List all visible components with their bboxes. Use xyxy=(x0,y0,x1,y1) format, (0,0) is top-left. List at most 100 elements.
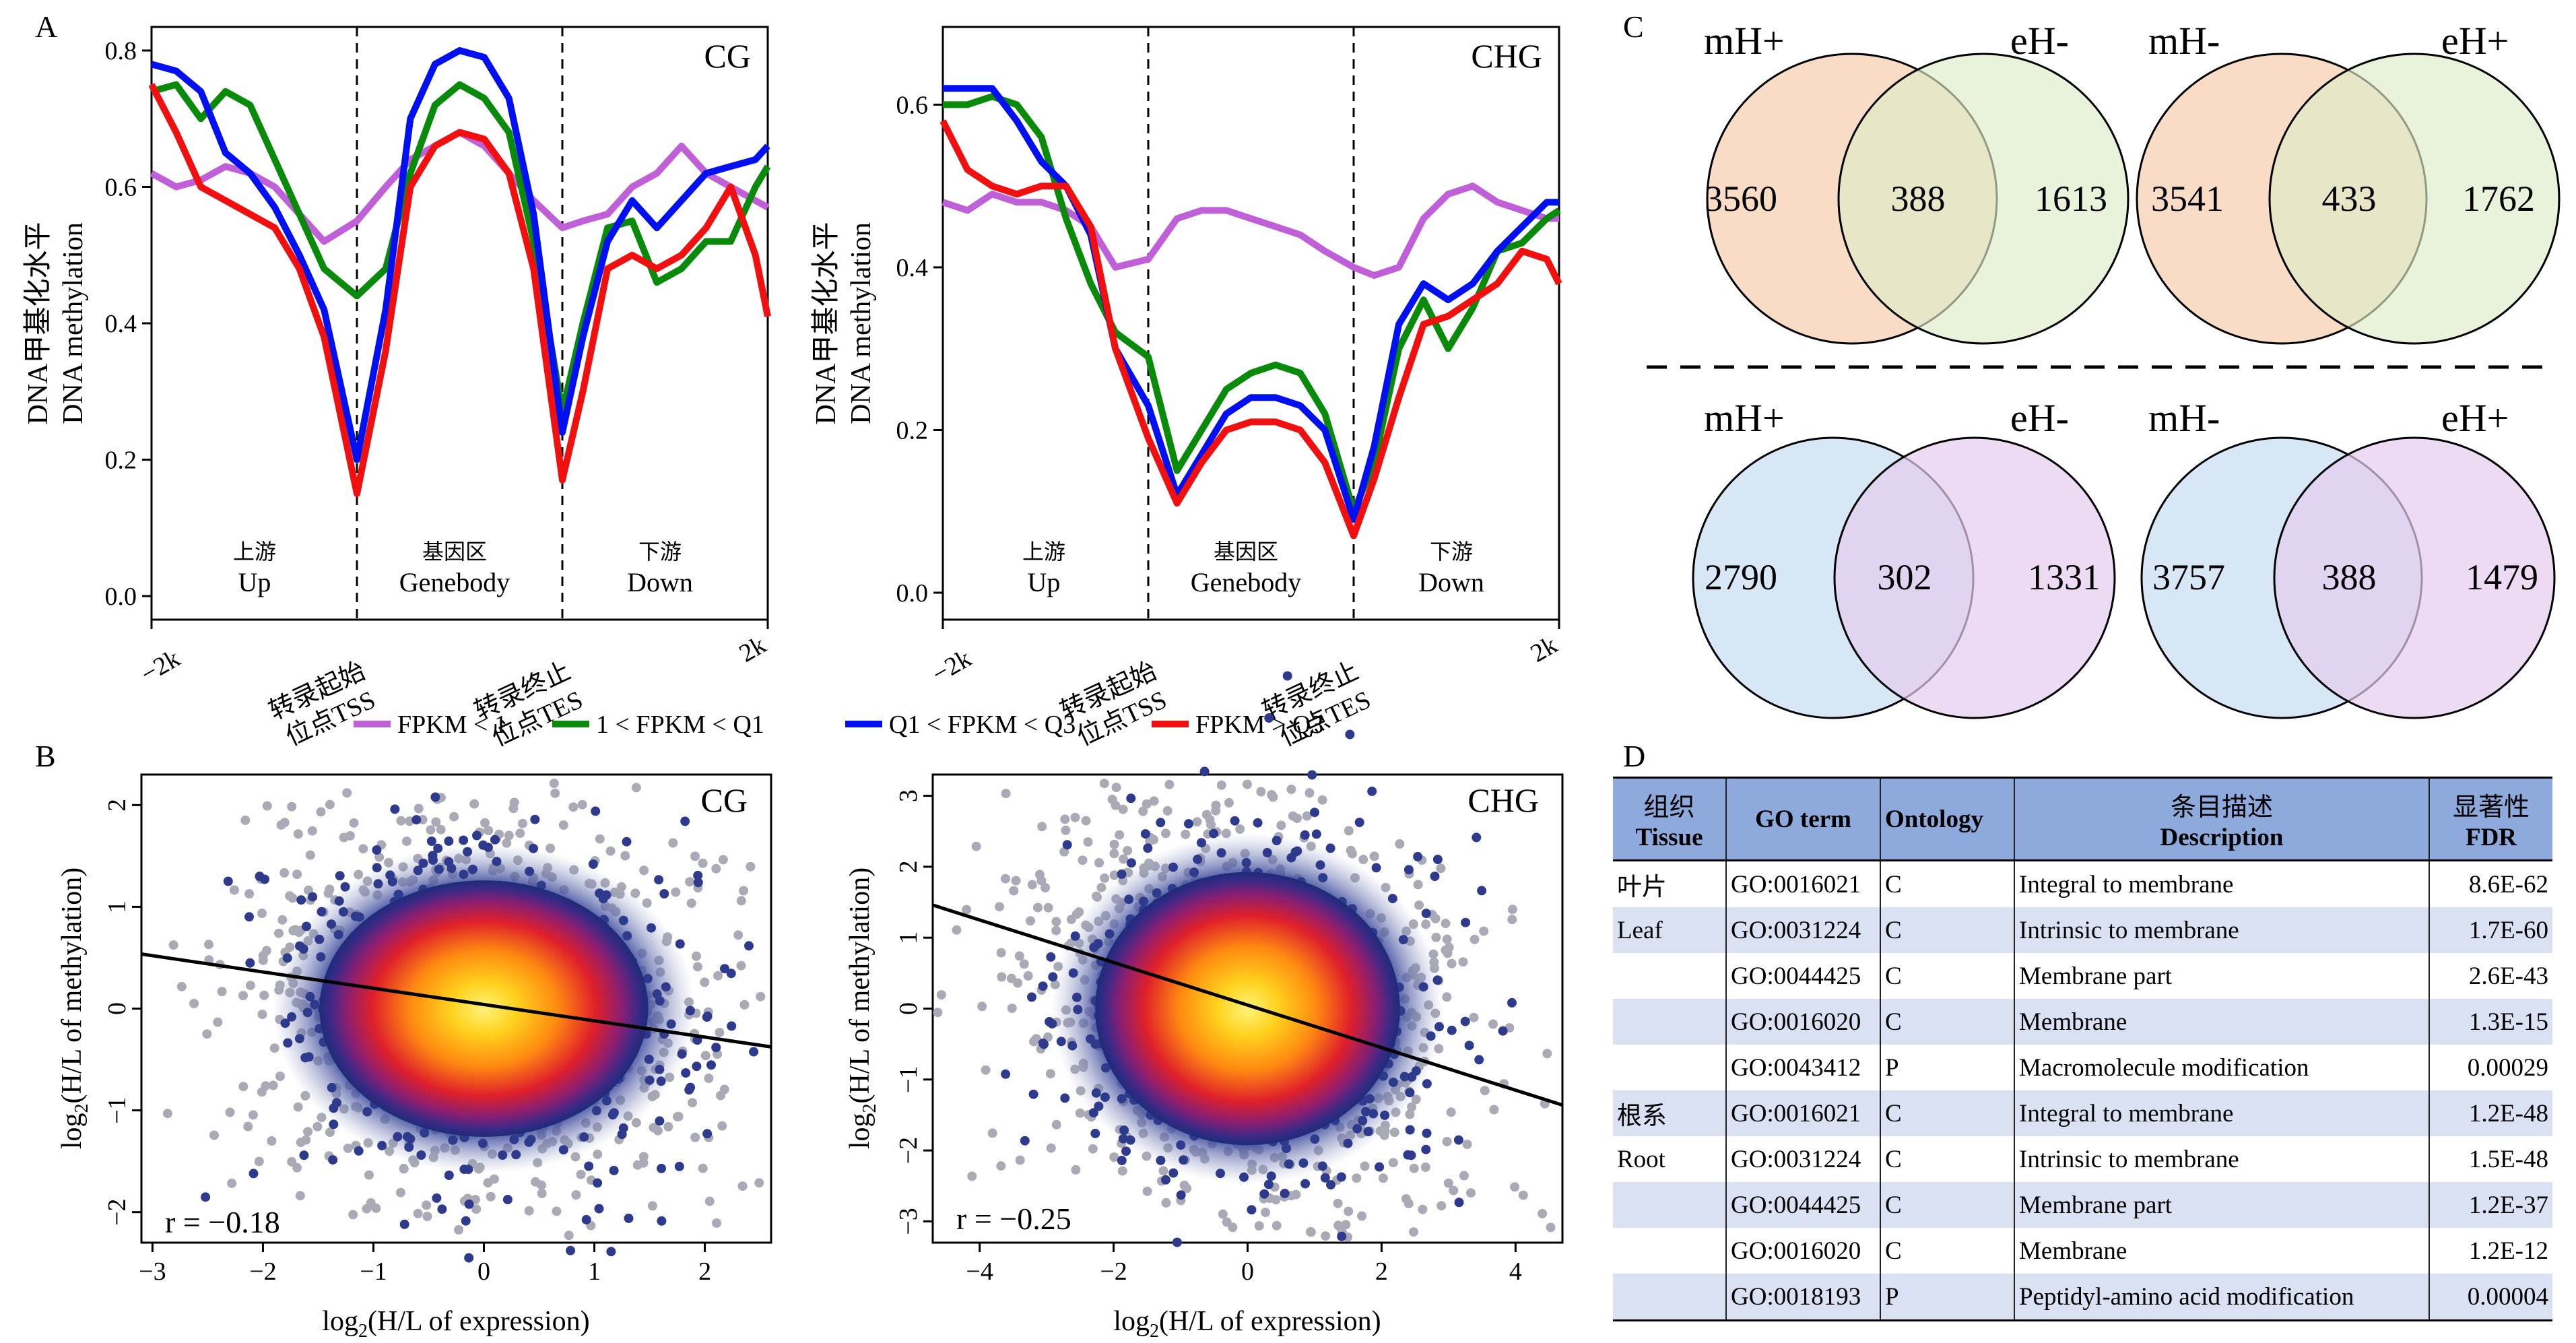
scatter-point xyxy=(413,1208,423,1218)
scatter-point xyxy=(1062,840,1072,850)
scatter-point xyxy=(478,840,488,850)
venn-right-label: eH+ xyxy=(2441,19,2509,63)
y-tick-label: 0.8 xyxy=(105,37,137,65)
scatter-point xyxy=(1422,1079,1432,1089)
scatter-point xyxy=(1272,1220,1282,1231)
scatter-point xyxy=(577,799,587,810)
region-down-en: Down xyxy=(1418,567,1484,597)
region-up-zh: 上游 xyxy=(233,539,276,564)
scatter-point xyxy=(1518,1190,1528,1200)
cell-tissue: 叶片 xyxy=(1617,874,1667,901)
scatter-point xyxy=(659,889,669,898)
x-tick-label: 2 xyxy=(698,1257,711,1286)
scatter-point xyxy=(257,909,267,918)
scatter-point xyxy=(657,1216,667,1226)
cell-fdr: 2.6E-43 xyxy=(2429,953,2552,999)
col-fdr-zh: 显著性 xyxy=(2452,793,2530,822)
cell-description: Membrane part xyxy=(2014,953,2429,999)
scatter-point xyxy=(711,863,721,874)
x-axis: −4 −2 0 2 4 xyxy=(966,1243,1522,1286)
scatter-point xyxy=(1029,1037,1038,1047)
scatter-point xyxy=(469,799,480,809)
scatter-point xyxy=(716,1090,725,1101)
scatter-point xyxy=(1317,795,1327,805)
scatter-point xyxy=(483,1178,493,1188)
cell-ontology: C xyxy=(1880,1182,2014,1228)
y-tick-label: 0.4 xyxy=(896,254,929,282)
scatter-point xyxy=(1409,1163,1419,1173)
cell-tissue xyxy=(1613,1045,1726,1090)
venn-diagram-3: mH+ eH- 2790 302 1331 xyxy=(1692,396,2116,719)
x-tick-label: −2 xyxy=(249,1257,276,1286)
scatter-point xyxy=(447,863,457,874)
scatter-point xyxy=(267,1136,277,1146)
scatter-point xyxy=(1019,959,1029,969)
scatter-point xyxy=(1073,1004,1083,1014)
scatter-point xyxy=(1413,851,1423,861)
scatter-point xyxy=(1071,1165,1081,1175)
scatter-point xyxy=(260,874,269,884)
scatter-point xyxy=(1447,958,1457,969)
cell-go-term: GO:0018193 xyxy=(1725,1274,1880,1321)
series-line-1 xyxy=(943,93,1561,515)
region-down-zh: 下游 xyxy=(638,539,682,564)
scatter-point xyxy=(1090,1039,1100,1049)
cell-description: Membrane xyxy=(2014,1228,2429,1274)
scatter-point xyxy=(1395,839,1405,849)
scatter-point xyxy=(269,1043,279,1053)
scatter-point xyxy=(1061,825,1071,835)
scatter-point xyxy=(1193,854,1203,864)
cell-tissue xyxy=(1613,1182,1726,1228)
scatter-point xyxy=(1046,952,1056,962)
scatter-point xyxy=(1286,853,1296,863)
scatter-point xyxy=(1256,787,1266,797)
scatter-point xyxy=(550,788,560,798)
density-cloud xyxy=(933,671,1556,1247)
chg-methylation-profile-chart: CHG 0.0 0.2 0.4 0.6 xyxy=(896,26,1562,629)
scatter-point xyxy=(1119,854,1129,864)
table-row: GO:0043412 P Macromolecule modification 0.0… xyxy=(1613,1045,2552,1090)
scatter-point xyxy=(1421,919,1431,929)
scatter-point xyxy=(1441,919,1451,929)
legend-label-fpkm-q1-q3: Q1 < FPKM < Q3 xyxy=(889,711,1076,739)
scatter-point xyxy=(325,799,335,810)
scatter-point xyxy=(726,969,736,979)
scatter-point xyxy=(1389,1127,1399,1138)
scatter-point xyxy=(434,864,444,874)
scatter-point xyxy=(537,1188,547,1198)
scatter-point xyxy=(1418,1204,1428,1214)
scatter-point xyxy=(686,1006,695,1016)
scatter-point xyxy=(1051,917,1061,927)
scatter-point xyxy=(1364,1094,1375,1104)
scatter-point xyxy=(1310,808,1319,818)
scatter-point xyxy=(704,1074,714,1083)
scatter-point xyxy=(354,1146,364,1156)
scatter-point xyxy=(579,1132,589,1142)
table-row: Leaf GO:0031224 C Intrinsic to membrane 1.7E… xyxy=(1613,907,2552,953)
scatter-point xyxy=(1088,1108,1098,1118)
scatter-point xyxy=(1247,1205,1257,1215)
scatter-point xyxy=(686,898,696,909)
scatter-point xyxy=(162,1109,172,1119)
region-up-en: Up xyxy=(1028,567,1061,597)
scatter-point xyxy=(1264,713,1274,723)
venn-right-label: eH- xyxy=(2010,19,2069,63)
scatter-point xyxy=(287,1012,297,1022)
scatter-point xyxy=(1442,1136,1452,1146)
scatter-point xyxy=(240,815,251,825)
scatter-point xyxy=(995,902,1005,912)
y-axis: 0.0 0.2 0.4 0.6 xyxy=(896,91,1560,629)
scatter-point xyxy=(342,788,352,798)
scatter-point xyxy=(591,806,601,816)
scatter-point xyxy=(1045,1069,1055,1079)
scatter-point xyxy=(338,907,348,917)
y-tick-label: 3 xyxy=(894,789,923,802)
scatter-point xyxy=(1262,848,1272,857)
scatter-point xyxy=(746,861,756,872)
scatter-point xyxy=(1454,1198,1464,1208)
scatter-point xyxy=(663,1121,673,1132)
scatter-point xyxy=(1216,1169,1225,1179)
scatter-point xyxy=(756,991,766,1002)
y-axis-title-en: DNA methylation xyxy=(846,222,877,424)
scatter-point xyxy=(1538,1208,1548,1218)
